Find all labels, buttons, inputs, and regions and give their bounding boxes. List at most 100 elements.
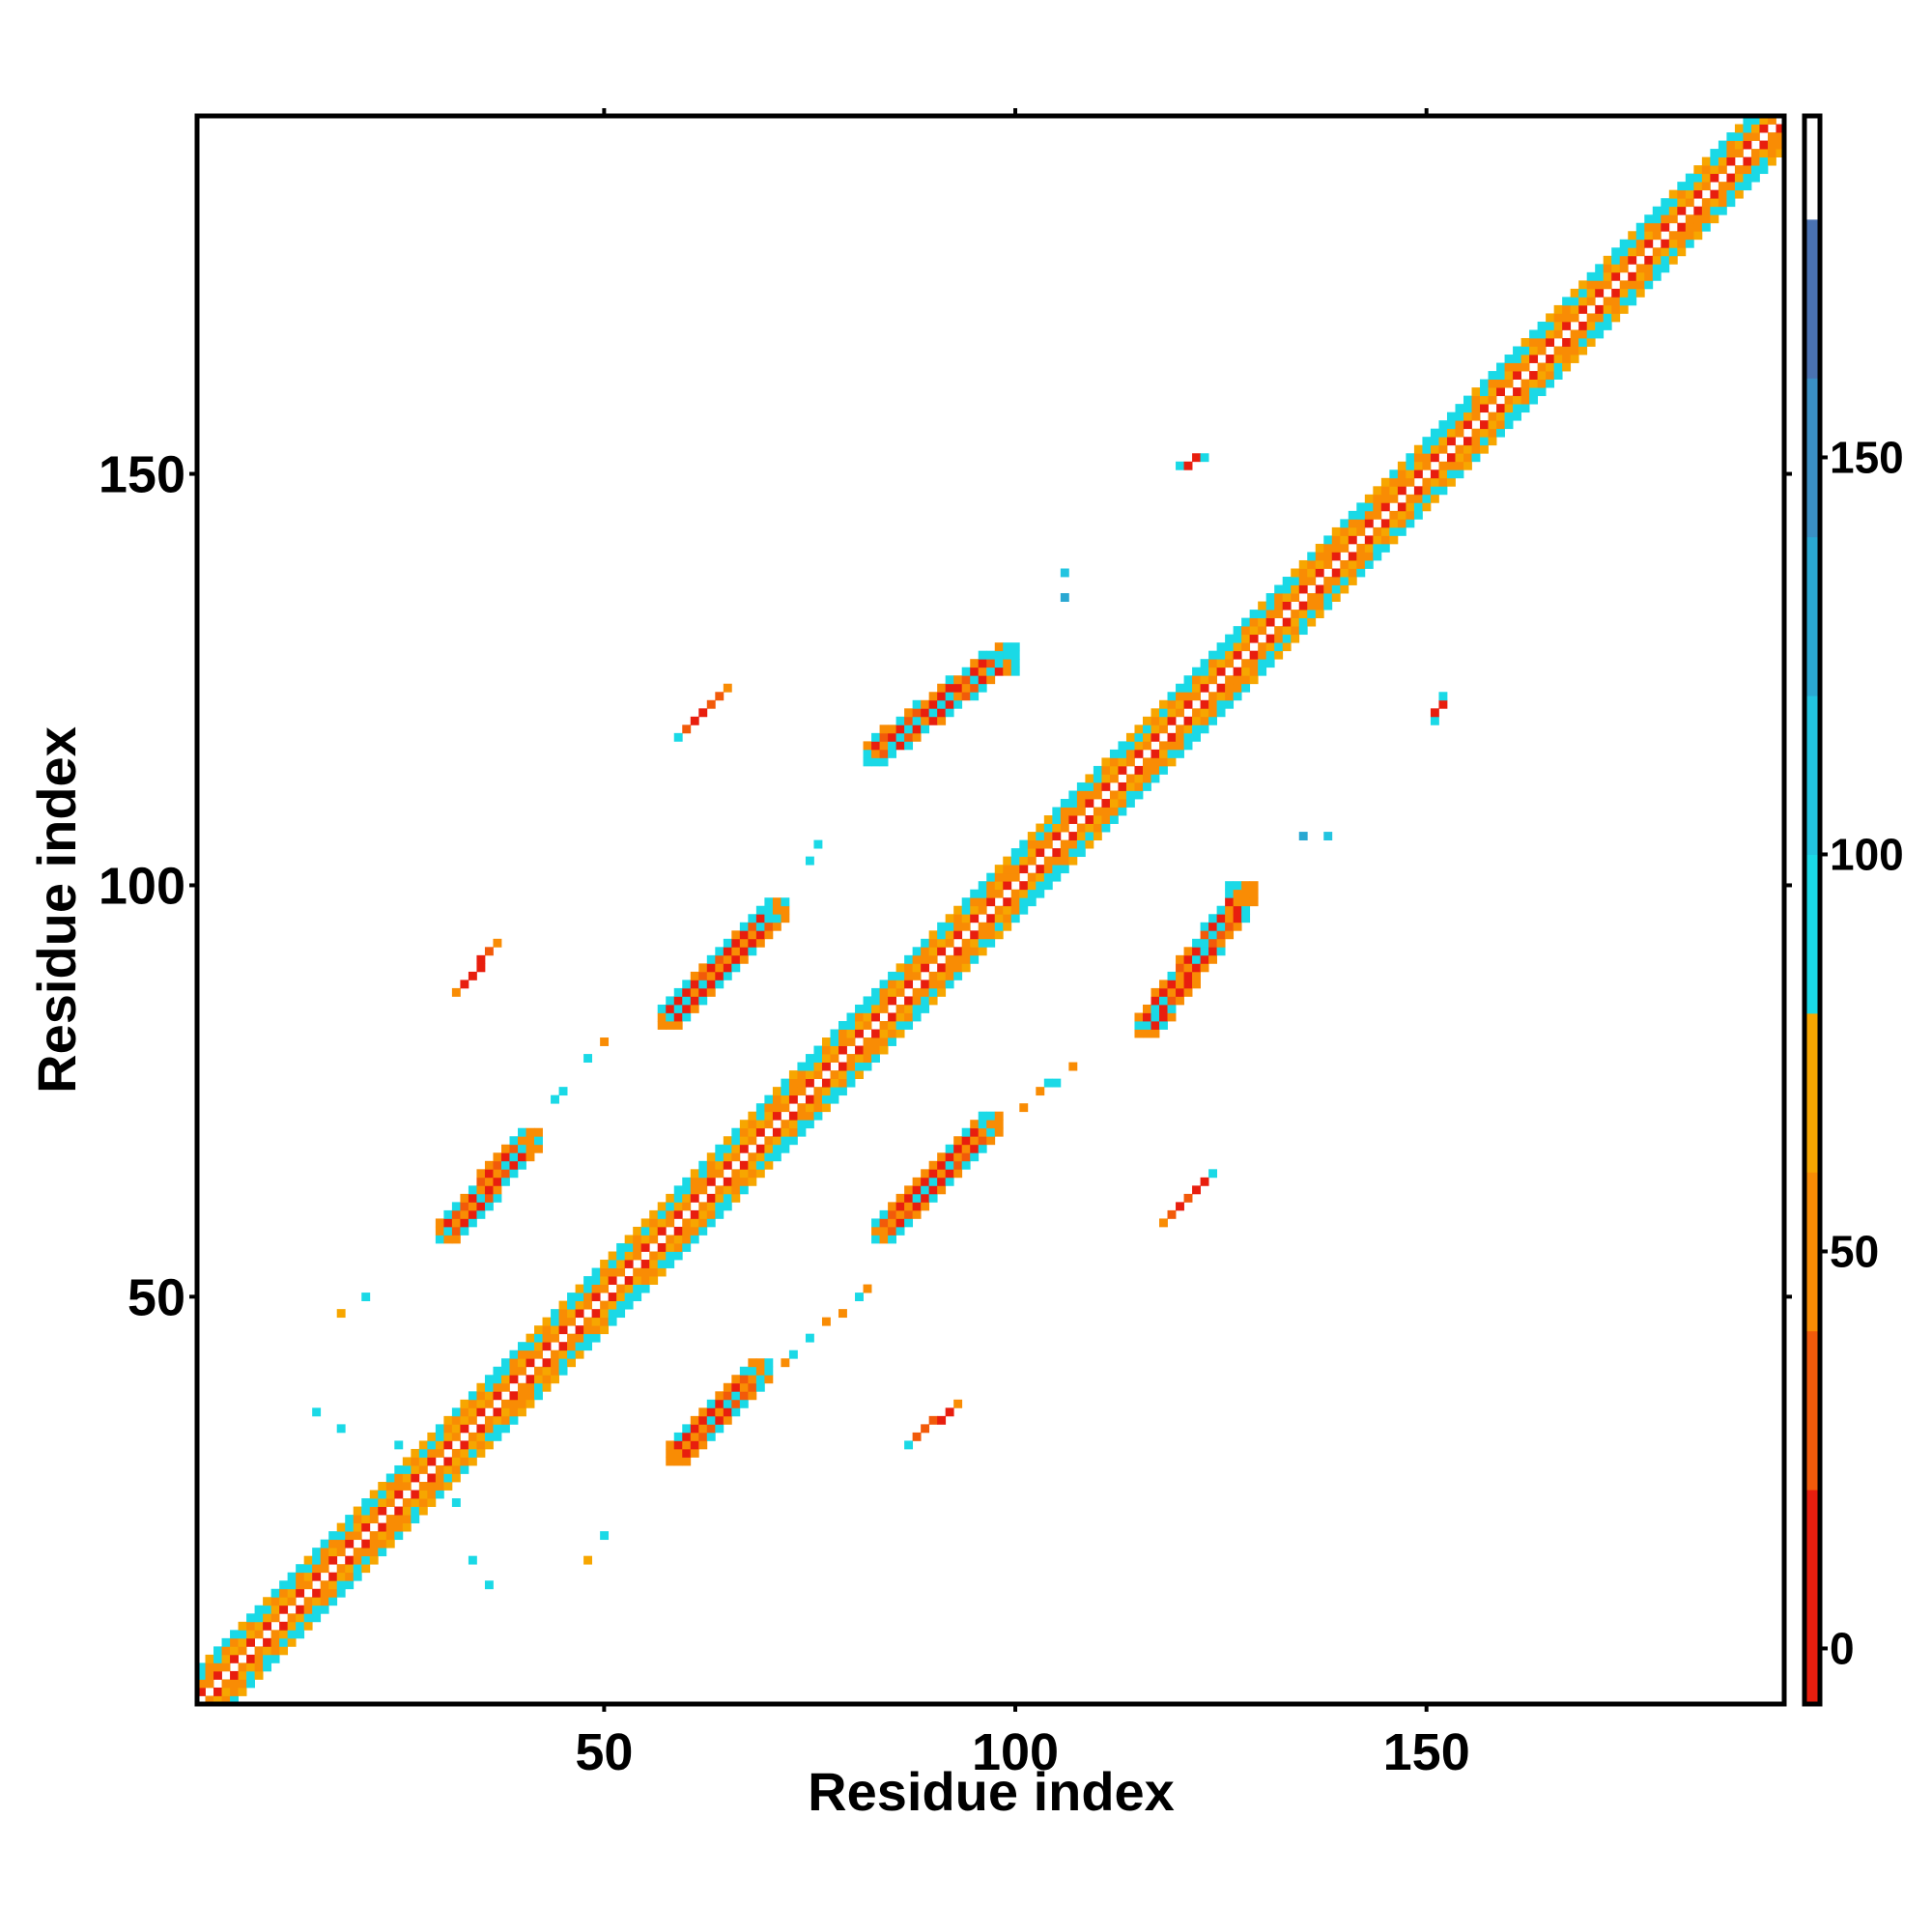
heatmap-cell: [673, 1251, 683, 1261]
heatmap-cell: [1323, 535, 1333, 545]
heatmap-cell: [764, 905, 774, 915]
heatmap-cell: [1611, 247, 1621, 257]
heatmap-cell: [921, 1185, 930, 1195]
heatmap-cell: [1471, 395, 1481, 405]
heatmap-cell: [1677, 198, 1687, 208]
heatmap-cell: [723, 1193, 732, 1203]
heatmap-cell: [230, 1646, 239, 1656]
heatmap-cell: [682, 1440, 692, 1450]
heatmap-cell: [575, 1300, 584, 1310]
heatmap-cell: [1003, 642, 1012, 652]
heatmap-cell: [500, 1358, 510, 1368]
heatmap-cell: [937, 1160, 947, 1170]
heatmap-cell: [994, 1111, 1004, 1121]
heatmap-cell: [1019, 865, 1029, 874]
heatmap-cell: [649, 1260, 659, 1268]
heatmap-cell: [682, 1457, 692, 1466]
heatmap-cell: [1109, 815, 1119, 824]
heatmap-cell: [755, 922, 765, 931]
heatmap-cell: [385, 1522, 395, 1532]
heatmap-cell: [1101, 799, 1111, 808]
heatmap-cell: [682, 1235, 692, 1244]
heatmap-cell: [1216, 914, 1226, 923]
heatmap-cell: [1413, 469, 1423, 479]
heatmap-cell: [1043, 1078, 1053, 1088]
heatmap-cell: [518, 1160, 526, 1170]
heatmap-cell: [1595, 264, 1605, 273]
heatmap-cell: [353, 1564, 362, 1574]
heatmap-cell: [673, 1226, 683, 1236]
heatmap-cell: [945, 1177, 954, 1186]
heatmap-cell: [221, 1654, 231, 1663]
heatmap-cell: [1101, 765, 1111, 775]
heatmap-cell: [1438, 486, 1448, 496]
heatmap-cell: [1142, 781, 1151, 791]
heatmap-cell: [1192, 963, 1201, 973]
heatmap-cell: [254, 1613, 264, 1623]
heatmap-cell: [1635, 271, 1645, 281]
heatmap-cell: [1693, 214, 1703, 224]
heatmap-cell: [583, 1317, 593, 1326]
heatmap-cell: [230, 1637, 239, 1647]
heatmap-cell: [468, 1185, 477, 1195]
heatmap-cell: [1027, 832, 1037, 840]
heatmap-cell: [953, 954, 963, 964]
heatmap-cell: [937, 980, 947, 989]
heatmap-cell: [748, 1127, 757, 1137]
heatmap-cell: [1101, 781, 1111, 791]
heatmap-cell: [518, 1407, 526, 1417]
heatmap-cell: [764, 1111, 774, 1121]
heatmap-cell: [912, 996, 922, 1006]
heatmap-cell: [1282, 601, 1292, 611]
heatmap-cell: [1010, 667, 1020, 676]
heatmap-cell: [1340, 526, 1350, 536]
heatmap-cell: [1151, 1012, 1160, 1022]
heatmap-cell: [1258, 610, 1267, 619]
heatmap-cell: [1323, 584, 1333, 594]
heatmap-cell: [706, 1218, 716, 1228]
heatmap-cell: [928, 1193, 938, 1203]
heatmap-cell: [1553, 362, 1563, 372]
heatmap-cell: [418, 1464, 428, 1474]
heatmap-cell: [657, 1020, 667, 1030]
heatmap-cell: [1504, 404, 1514, 413]
heatmap-cell: [1734, 182, 1744, 191]
heatmap-cell: [1159, 980, 1168, 989]
heatmap-cell: [345, 1580, 355, 1590]
heatmap-cell: [567, 1300, 576, 1310]
heatmap-cell: [1488, 420, 1497, 430]
heatmap-cell: [1685, 231, 1694, 241]
heatmap-cell: [1356, 543, 1366, 553]
heatmap-cell: [1282, 593, 1292, 602]
heatmap-cell: [805, 1054, 814, 1063]
heatmap-cell: [443, 1235, 453, 1244]
heatmap-cell: [460, 1424, 469, 1434]
heatmap-cell: [673, 1202, 683, 1211]
heatmap-cell: [1216, 905, 1226, 915]
heatmap-cell: [970, 1144, 980, 1153]
heatmap-cell: [1340, 568, 1350, 578]
heatmap-cell: [690, 716, 699, 725]
heatmap-cell: [937, 692, 947, 701]
heatmap-cell: [1192, 683, 1201, 693]
heatmap-cell: [476, 1424, 486, 1434]
heatmap-cell: [411, 1473, 420, 1483]
heatmap-cell: [328, 1597, 338, 1606]
heatmap-cell: [764, 1366, 774, 1376]
heatmap-cell: [263, 1605, 272, 1614]
heatmap-cell: [1159, 749, 1168, 758]
heatmap-cell: [551, 1358, 559, 1368]
heatmap-cell: [1134, 781, 1144, 791]
heatmap-cell: [1282, 617, 1292, 627]
heatmap-cell: [1192, 716, 1201, 725]
heatmap-cell: [1208, 699, 1217, 709]
heatmap-cell: [254, 1654, 264, 1663]
heatmap-cell: [723, 1407, 732, 1417]
heatmap-cell: [1331, 543, 1341, 553]
heatmap-cell: [961, 897, 971, 907]
heatmap-cell: [1307, 577, 1317, 585]
heatmap-cell: [1750, 132, 1760, 141]
heatmap-cell: [451, 1235, 461, 1244]
heatmap-cell: [1488, 371, 1497, 380]
heatmap-cell: [1167, 980, 1177, 989]
